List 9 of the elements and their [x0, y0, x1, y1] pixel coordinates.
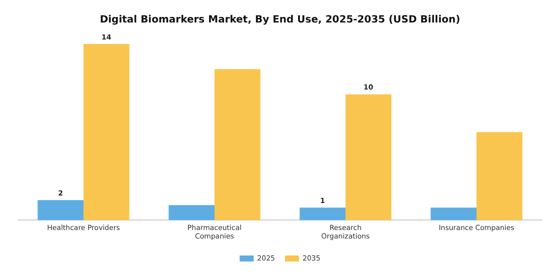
- bar: [168, 205, 214, 220]
- bar: [84, 44, 130, 220]
- bar: [346, 94, 392, 220]
- bar: [214, 69, 260, 220]
- bar: [430, 208, 476, 220]
- bar: [476, 132, 522, 220]
- bar: [300, 208, 346, 220]
- bar: [38, 200, 84, 220]
- chart-title: Digital Biomarkers Market, By End Use, 2025-2035 (USD Billion): [100, 14, 460, 26]
